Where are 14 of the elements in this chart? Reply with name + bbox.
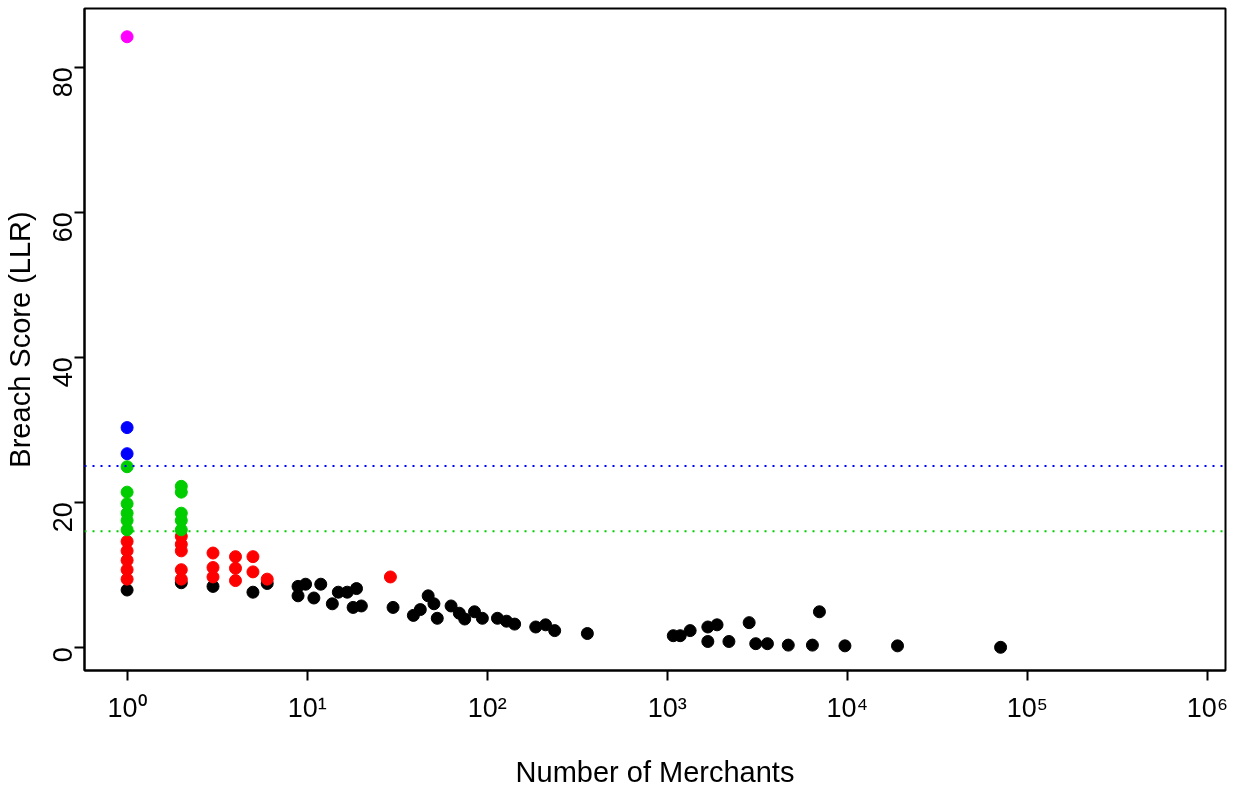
x-tick-label: 10⁰ xyxy=(107,692,147,723)
x-axis-title: Number of Merchants xyxy=(515,755,795,788)
y-tick-label: 60 xyxy=(48,212,78,243)
y-tick-label: 0 xyxy=(48,647,78,663)
x-tick-label: 10⁶ xyxy=(1186,692,1229,723)
y-tick-label: 20 xyxy=(48,502,78,533)
x-tick-label: 10⁴ xyxy=(826,692,869,723)
x-tick-label: 10⁵ xyxy=(1006,692,1048,723)
y-tick-label: 40 xyxy=(48,357,78,388)
y-axis-title: Breach Score (LLR) xyxy=(3,211,36,468)
x-tick-label: 10³ xyxy=(647,692,687,723)
x-tick-label: 10² xyxy=(467,692,507,723)
y-tick-label: 80 xyxy=(48,67,78,98)
x-tick-label: 10¹ xyxy=(287,692,327,723)
